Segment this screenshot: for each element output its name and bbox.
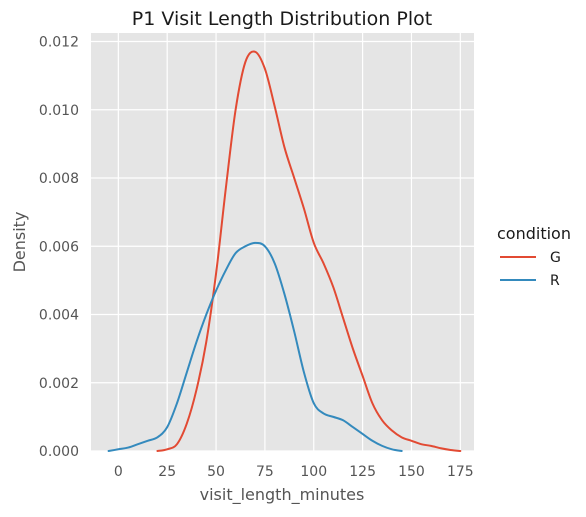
y-tick-label: 0.002	[39, 376, 79, 392]
x-tick-label: 150	[398, 464, 425, 480]
plot-background	[91, 33, 474, 451]
y-tick-label: 0.004	[39, 308, 79, 324]
y-tick-label: 0.010	[39, 103, 79, 119]
series-line-G	[156, 50, 462, 452]
y-tick-label: 0.006	[39, 239, 79, 255]
legend: condition GR	[497, 224, 571, 289]
y-tick-label: 0.008	[39, 171, 79, 187]
x-axis-ticks: 0 25 50 75 100 125 150 175	[114, 464, 474, 480]
y-axis-label: Density	[10, 212, 29, 273]
chart-title: P1 Visit Length Distribution Plot	[132, 8, 432, 30]
series-line-R	[107, 241, 403, 452]
y-tick-label: 0.012	[39, 35, 79, 51]
y-axis-ticks: 0.000 0.002 0.004 0.006 0.008 0.010 0.012	[39, 35, 79, 460]
series-lines	[107, 50, 462, 452]
x-tick-label: 0	[114, 464, 123, 480]
x-tick-label: 175	[447, 464, 474, 480]
x-tick-label: 125	[349, 464, 376, 480]
x-tick-label: 25	[158, 464, 176, 480]
x-axis-label: visit_length_minutes	[200, 485, 365, 505]
legend-label-G: G	[550, 250, 561, 266]
legend-label-R: R	[550, 273, 560, 289]
x-tick-label: 50	[207, 464, 225, 480]
x-tick-label: 100	[300, 464, 327, 480]
x-tick-label: 75	[256, 464, 274, 480]
legend-title: condition	[497, 224, 571, 243]
y-tick-label: 0.000	[39, 444, 79, 460]
